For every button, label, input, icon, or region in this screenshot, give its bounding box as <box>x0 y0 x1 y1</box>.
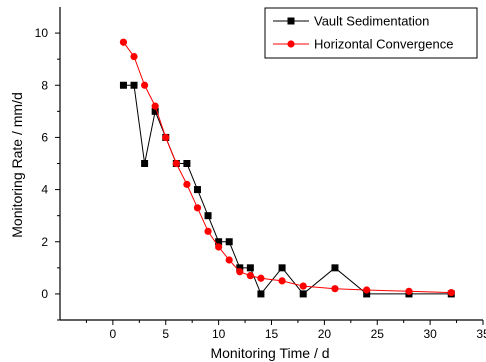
data-point <box>183 160 191 167</box>
x-tick-label: 30 <box>423 327 437 341</box>
data-point <box>246 264 254 272</box>
data-point <box>257 290 265 298</box>
x-tick-label: 10 <box>212 327 226 341</box>
series-vault-sedimentation <box>119 81 455 298</box>
data-point <box>183 180 191 188</box>
series-line <box>123 41 452 294</box>
data-point <box>215 243 223 251</box>
data-point <box>215 238 223 246</box>
chart-legend: Vault Sedimentation Horizontal Convergen… <box>264 7 478 59</box>
data-point <box>204 227 212 235</box>
y-tick-label: 4 <box>41 183 48 197</box>
data-point <box>193 186 201 194</box>
y-axis-title: Monitoring Rate / mm/d <box>9 92 25 238</box>
data-point <box>299 290 307 298</box>
data-point <box>141 81 149 89</box>
x-tick-label: 20 <box>318 327 332 341</box>
data-point <box>236 268 244 276</box>
chart-series-layer <box>119 38 455 298</box>
data-point <box>363 290 371 298</box>
data-point <box>257 274 265 282</box>
y-tick-label: 10 <box>35 26 49 40</box>
y-tick-label: 8 <box>41 78 48 92</box>
series-line <box>123 84 452 295</box>
data-point <box>130 52 138 61</box>
data-point <box>193 204 202 212</box>
x-tick-label: 5 <box>162 327 169 341</box>
data-point <box>299 282 307 290</box>
x-axis-title: Monitoring Time / d <box>210 345 329 361</box>
data-point <box>225 238 233 246</box>
data-point <box>130 81 138 89</box>
data-point <box>278 277 286 285</box>
legend-frame <box>264 7 478 59</box>
data-point <box>331 264 339 272</box>
data-point <box>447 289 455 297</box>
series-horizontal-convergence <box>119 38 455 297</box>
legend-marker-vault <box>287 17 295 25</box>
legend-marker-convergence <box>287 40 295 48</box>
x-tick-label: 0 <box>110 327 117 341</box>
legend-label-convergence: Horizontal Convergence <box>314 37 453 52</box>
data-point <box>151 102 159 110</box>
data-point <box>236 264 244 272</box>
y-tick-label: 0 <box>41 287 48 301</box>
data-point <box>119 38 128 46</box>
x-tick-label: 25 <box>371 327 385 341</box>
legend-label-vault: Vault Sedimentation <box>314 14 429 29</box>
x-tick-label: 15 <box>265 327 279 341</box>
data-point <box>331 285 339 293</box>
data-point <box>172 159 180 168</box>
data-point <box>119 81 127 89</box>
chart-axes: 0 5 10 15 20 25 30 35 0 2 4 6 8 10 <box>35 7 486 341</box>
y-tick-label: 2 <box>41 235 48 249</box>
y-tick-label: 6 <box>41 130 48 144</box>
data-point <box>162 133 170 142</box>
x-tick-label: 35 <box>476 327 486 341</box>
data-point <box>363 286 371 294</box>
data-point <box>225 256 233 264</box>
data-point <box>278 264 286 272</box>
data-point <box>405 287 413 295</box>
data-point <box>246 272 254 280</box>
data-point <box>204 212 212 220</box>
data-point <box>151 107 159 115</box>
data-point <box>141 160 149 167</box>
